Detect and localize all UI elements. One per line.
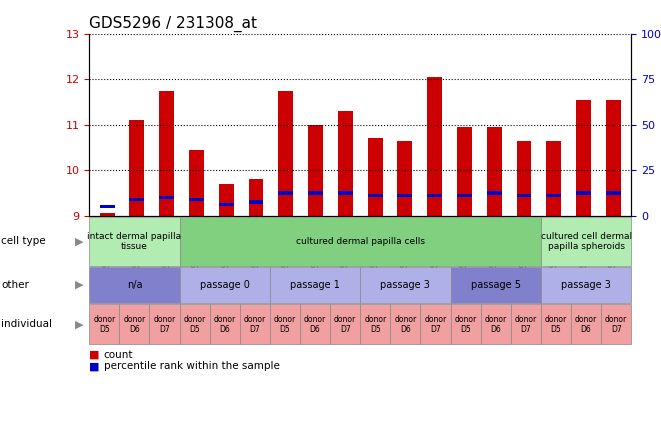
Text: GDS5296 / 231308_at: GDS5296 / 231308_at <box>89 16 257 33</box>
Text: percentile rank within the sample: percentile rank within the sample <box>104 361 280 371</box>
Text: n/a: n/a <box>127 280 142 290</box>
Bar <box>397 141 412 216</box>
Text: donor
D5: donor D5 <box>545 315 567 334</box>
Text: donor
D5: donor D5 <box>93 315 116 334</box>
Bar <box>457 127 472 216</box>
Text: donor
D7: donor D7 <box>605 315 627 334</box>
Bar <box>159 196 174 199</box>
Bar <box>606 100 621 216</box>
Text: passage 3: passage 3 <box>561 280 611 290</box>
Bar <box>368 138 383 216</box>
Text: donor
D7: donor D7 <box>244 315 266 334</box>
Bar <box>189 150 204 216</box>
Bar <box>397 194 412 197</box>
Bar <box>159 91 174 216</box>
Bar <box>249 201 264 204</box>
Text: intact dermal papilla
tissue: intact dermal papilla tissue <box>87 232 182 251</box>
Text: passage 0: passage 0 <box>200 280 250 290</box>
Text: donor
D5: donor D5 <box>184 315 206 334</box>
Text: donor
D5: donor D5 <box>274 315 296 334</box>
Bar <box>576 100 591 216</box>
Text: individual: individual <box>1 319 52 329</box>
Text: donor
D7: donor D7 <box>515 315 537 334</box>
Bar <box>427 194 442 197</box>
Bar <box>368 194 383 197</box>
Bar <box>486 191 502 195</box>
Bar <box>606 191 621 195</box>
Bar <box>308 125 323 216</box>
Text: donor
D5: donor D5 <box>455 315 477 334</box>
Text: count: count <box>104 350 134 360</box>
Bar <box>576 191 591 195</box>
Bar <box>219 203 234 206</box>
Text: donor
D6: donor D6 <box>304 315 326 334</box>
Text: ▶: ▶ <box>75 280 84 290</box>
Bar <box>130 198 144 201</box>
Text: donor
D6: donor D6 <box>395 315 416 334</box>
Text: passage 5: passage 5 <box>471 280 521 290</box>
Bar <box>189 198 204 201</box>
Text: passage 1: passage 1 <box>290 280 340 290</box>
Bar <box>100 214 114 216</box>
Bar <box>130 120 144 216</box>
Text: other: other <box>1 280 29 290</box>
Bar <box>547 194 561 197</box>
Text: cultured cell dermal
papilla spheroids: cultured cell dermal papilla spheroids <box>541 232 632 251</box>
Bar <box>278 91 293 216</box>
Text: donor
D5: donor D5 <box>364 315 387 334</box>
Text: donor
D7: donor D7 <box>334 315 356 334</box>
Bar <box>308 191 323 195</box>
Text: cell type: cell type <box>1 236 46 246</box>
Bar <box>219 184 234 216</box>
Bar <box>457 194 472 197</box>
Bar <box>338 111 353 216</box>
Text: donor
D7: donor D7 <box>424 315 447 334</box>
Text: ■: ■ <box>89 361 100 371</box>
Text: cultured dermal papilla cells: cultured dermal papilla cells <box>295 237 425 246</box>
Bar <box>338 191 353 195</box>
Text: donor
D6: donor D6 <box>124 315 145 334</box>
Bar <box>278 191 293 195</box>
Text: donor
D7: donor D7 <box>153 315 176 334</box>
Text: donor
D6: donor D6 <box>575 315 597 334</box>
Bar <box>486 127 502 216</box>
Bar <box>517 194 531 197</box>
Text: ▶: ▶ <box>75 319 84 329</box>
Bar <box>427 77 442 216</box>
Text: passage 3: passage 3 <box>381 280 430 290</box>
Text: ■: ■ <box>89 350 100 360</box>
Text: donor
D6: donor D6 <box>214 315 236 334</box>
Bar <box>517 141 531 216</box>
Bar <box>547 141 561 216</box>
Text: ▶: ▶ <box>75 236 84 246</box>
Text: donor
D6: donor D6 <box>485 315 507 334</box>
Bar <box>100 205 114 208</box>
Bar <box>249 179 264 216</box>
